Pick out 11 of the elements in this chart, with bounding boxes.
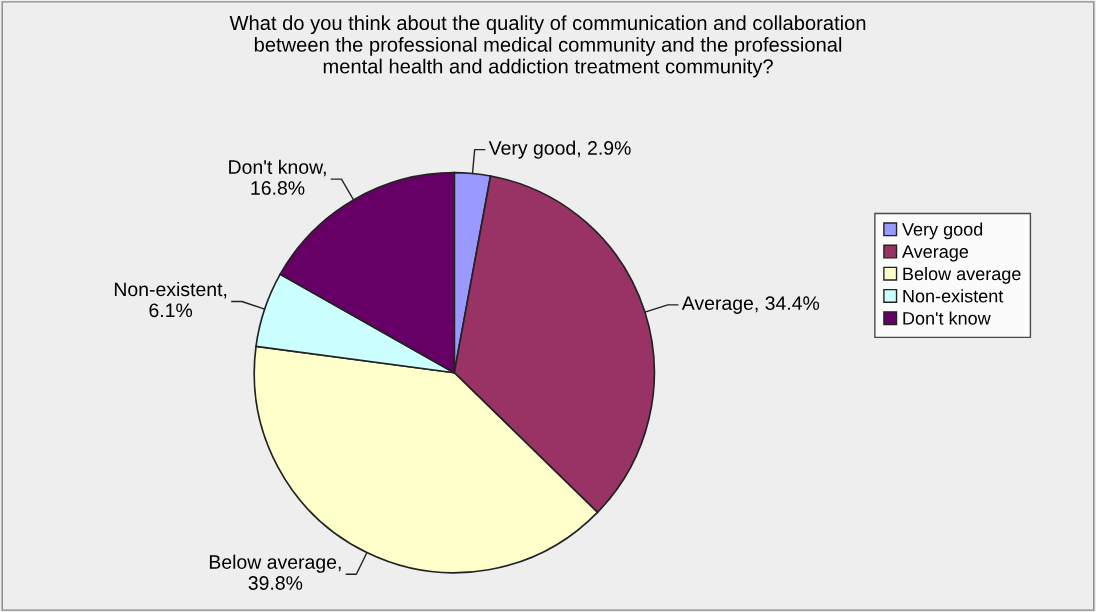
data-label: Below average, 39.8% [209, 554, 341, 590]
chart-title: What do you think about the quality of communication and collaboration between the professional medical community and the professional mental health and addiction treatment community? [229, 15, 866, 78]
data-label: Average, 34.4% [681, 296, 820, 314]
data-label: Don't know, 16.8% [229, 159, 326, 195]
legend-label: Non-existent [903, 289, 1004, 303]
legend-label: Very good [902, 222, 983, 240]
legend-label: Don't know [903, 311, 991, 325]
legend-label: Below average [903, 266, 1021, 284]
data-label: Very good, 2.9% [488, 140, 631, 159]
legend-label: Average [901, 245, 969, 262]
data-label: Non-existent, 6.1% [114, 281, 227, 318]
